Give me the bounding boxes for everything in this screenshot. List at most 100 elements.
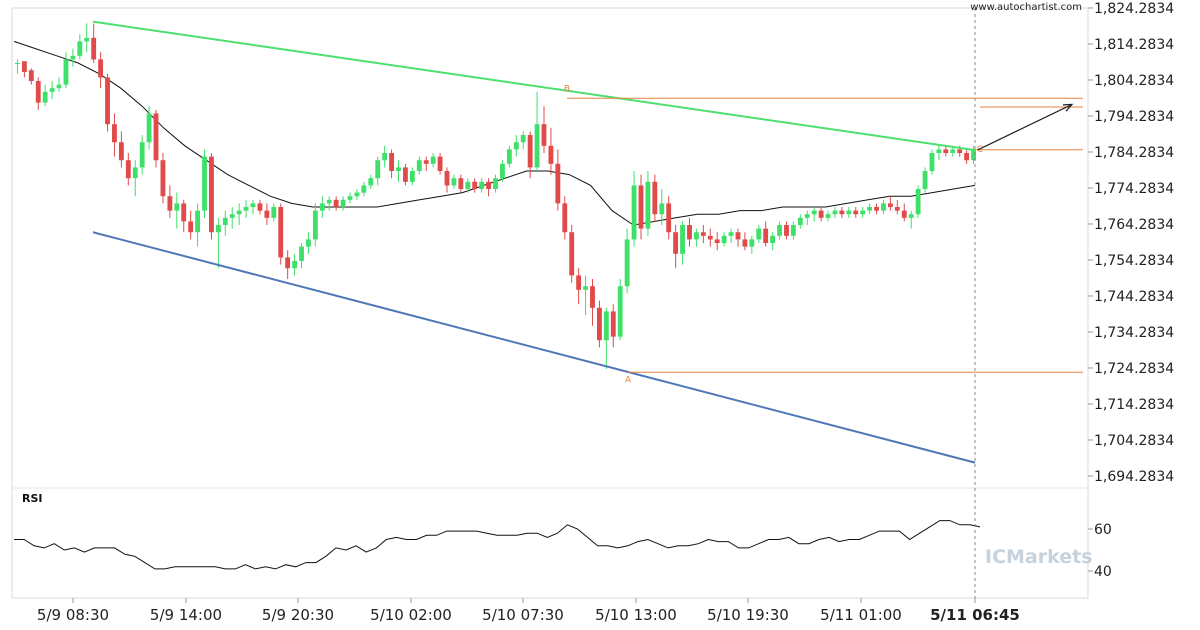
x-tick-label: 5/10 07:30 (482, 606, 564, 624)
candle-body (202, 156, 207, 211)
candle-body (222, 217, 228, 226)
x-tick-label: 5/10 02:00 (370, 606, 452, 624)
candle-body (257, 203, 263, 211)
candle (541, 106, 547, 154)
candle (118, 131, 124, 168)
candle-body (215, 225, 221, 233)
candle (500, 160, 505, 182)
y-tick-label: 1,714.2834 (1094, 397, 1174, 413)
candle-body (832, 210, 838, 215)
candle-body (118, 142, 124, 161)
candle (971, 145, 976, 164)
candle-body (797, 217, 803, 226)
candle (125, 153, 131, 186)
candle-body (569, 232, 575, 276)
candle (617, 279, 623, 341)
candle (202, 149, 207, 218)
candle (437, 153, 443, 175)
candle (887, 196, 893, 211)
source-url: www.autochartist.com (970, 2, 1082, 13)
candle-body (777, 225, 782, 236)
candle (735, 228, 741, 247)
candle-body (333, 199, 339, 208)
candle-body (645, 181, 651, 229)
candle (742, 232, 748, 251)
candle (922, 167, 928, 193)
candle (825, 210, 831, 222)
candle (777, 221, 782, 240)
candle-body (673, 232, 679, 254)
candle (659, 189, 665, 226)
candle-body (742, 239, 748, 247)
candle-body (174, 203, 180, 211)
candle-body (811, 210, 817, 215)
candle-body (887, 203, 893, 208)
pattern-point-a: A (625, 375, 632, 385)
candle-body (590, 286, 595, 308)
candle (354, 189, 360, 200)
candle (721, 232, 727, 247)
candle-body (28, 70, 34, 82)
candle (21, 61, 27, 78)
candle (98, 52, 104, 89)
candle-body (631, 185, 637, 240)
candle-body (728, 232, 734, 236)
candle (56, 77, 62, 92)
y-axis-ticks: 1,824.2834 1,814.2834 1,804.2834 1,794.2834… (1088, 1, 1174, 485)
candles-layer (15, 23, 976, 370)
candle-body (368, 178, 374, 186)
candle (333, 196, 339, 211)
candle (707, 228, 713, 247)
candle-body (735, 232, 741, 240)
candle-body (139, 142, 145, 168)
candle-body (15, 63, 20, 65)
candle-body (839, 210, 845, 215)
x-tick-label: 5/10 19:30 (707, 606, 789, 624)
candle (368, 174, 374, 190)
candle (936, 145, 942, 161)
candle (853, 207, 859, 218)
candle (132, 160, 138, 197)
candle-body (195, 210, 201, 233)
candle (943, 145, 949, 157)
y-tick-label: 1,724.2834 (1094, 361, 1174, 377)
x-axis-ticks: 5/9 08:30 5/9 14:00 5/9 20:30 5/10 02:00 5/1… (37, 598, 1020, 624)
y-tick-label: 1,694.2834 (1094, 469, 1174, 485)
candle (444, 167, 450, 193)
pattern-point-c: C (977, 145, 983, 155)
candle (416, 156, 422, 175)
plot-area (11, 7, 1089, 599)
candle (638, 174, 644, 240)
candle (894, 199, 900, 215)
candle-body (188, 221, 194, 233)
candle-body (624, 239, 630, 287)
candle-body (506, 149, 512, 164)
candle-body (416, 160, 422, 172)
candle (867, 203, 873, 215)
candle-body (375, 160, 381, 179)
candle-body (458, 178, 464, 190)
candle (465, 178, 471, 193)
candle-body (943, 149, 949, 154)
candle (42, 84, 48, 107)
forecast-arrow-head (1062, 103, 1074, 112)
candle (84, 23, 90, 53)
candle-body (610, 311, 616, 337)
candle (278, 203, 284, 265)
candle-body (105, 77, 110, 125)
candle (839, 207, 845, 218)
candle (326, 196, 332, 211)
candle (299, 243, 304, 269)
candle (700, 225, 706, 244)
candle (908, 210, 914, 229)
candle (624, 228, 630, 294)
candle-body (666, 203, 672, 233)
x-tick-label: 5/11 06:45 (930, 606, 1020, 624)
candle (576, 268, 582, 305)
candle (222, 210, 228, 236)
candle (292, 253, 298, 276)
candle (555, 149, 561, 211)
candle-body (292, 261, 298, 269)
candle (666, 196, 672, 240)
candle (250, 199, 256, 215)
